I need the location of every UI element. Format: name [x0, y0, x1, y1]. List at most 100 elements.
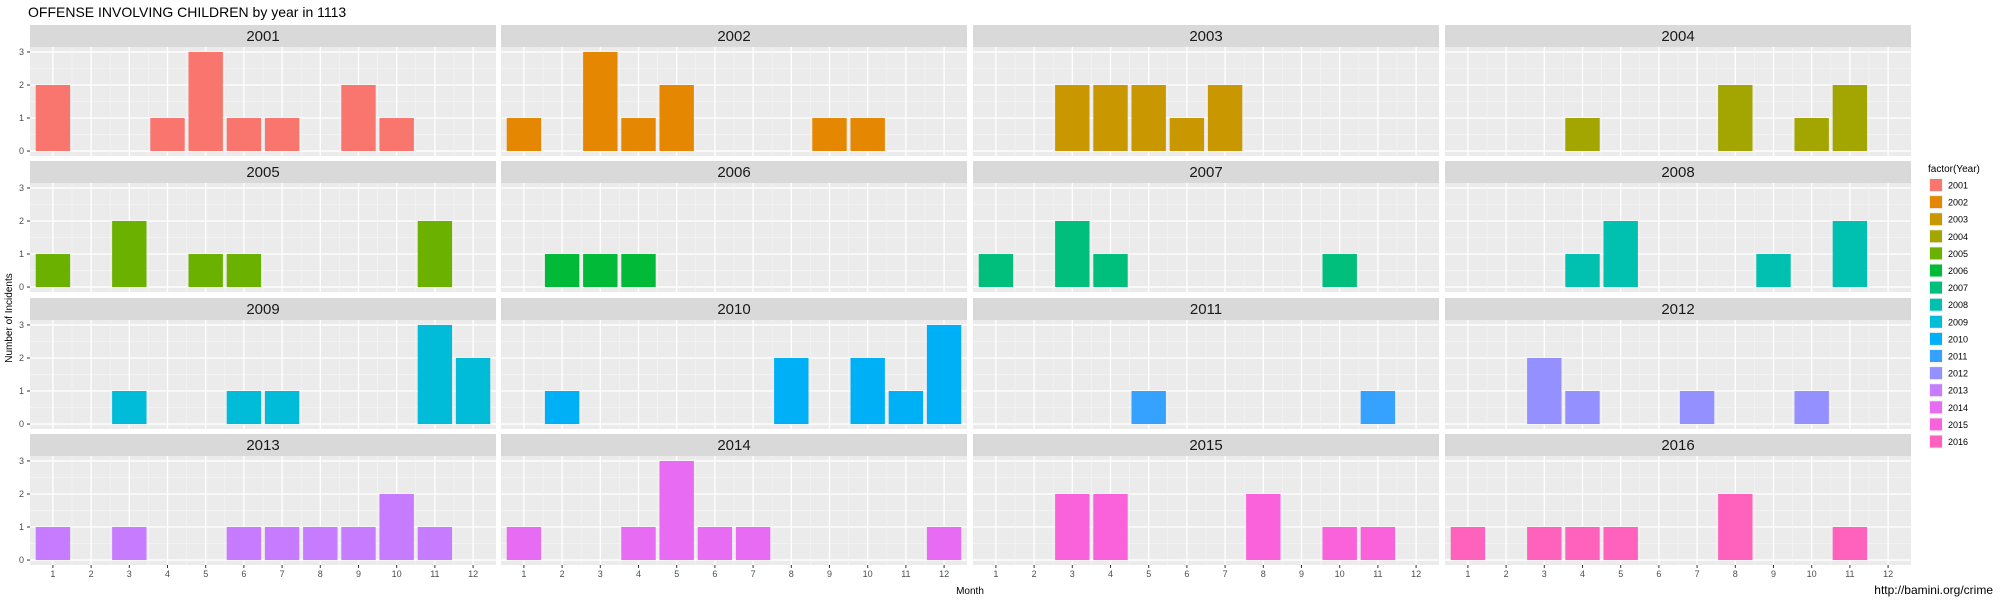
facet-strip [973, 434, 1439, 456]
x-tick-label: 9 [1299, 569, 1304, 579]
x-tick-label: 1 [521, 569, 526, 579]
bar-2007-month-10 [1322, 254, 1357, 288]
facet-strip [973, 25, 1439, 47]
bar-2013-month-8 [303, 527, 338, 561]
legend-swatch [1930, 281, 1942, 294]
y-tick-label: 2 [19, 353, 24, 363]
legend-label: 2010 [1948, 334, 1968, 344]
bar-2016-month-8 [1718, 493, 1753, 561]
bar-2014-month-6 [697, 527, 733, 561]
x-tick-label: 11 [1845, 569, 1854, 579]
x-tick-label: 8 [789, 569, 794, 579]
legend-label: 2015 [1948, 420, 1968, 430]
x-tick-label: 7 [751, 569, 756, 579]
x-tick-label: 9 [356, 569, 361, 579]
bar-2003-month-6 [1169, 118, 1205, 152]
facet-panel-2001: 2001 0 1 2 3 [19, 25, 496, 156]
y-tick-label: 3 [19, 47, 24, 57]
legend-item-2014: 2014 [1929, 400, 1968, 415]
legend-item-2001: 2001 [1929, 178, 1968, 192]
bar-2001-month-6 [226, 118, 262, 152]
bar-2001-month-7 [264, 118, 300, 152]
bar-2016-month-11 [1832, 527, 1868, 561]
y-tick-label: 1 [19, 522, 24, 532]
legend-swatch [1930, 264, 1942, 277]
legend-label: 2008 [1948, 300, 1968, 310]
bar-2001-month-9 [341, 84, 376, 152]
bar-2011-month-11 [1360, 391, 1396, 425]
x-tick-label: 6 [241, 569, 246, 579]
bar-2003-month-4 [1093, 84, 1128, 152]
facet-panel-2004: 2004 [1445, 25, 1911, 156]
x-axis-label: Month [956, 586, 984, 597]
facet-strip [1445, 161, 1911, 183]
y-tick-label: 1 [19, 113, 24, 123]
legend-label: 2001 [1948, 181, 1968, 191]
x-tick-label: 3 [1070, 569, 1075, 579]
x-tick-label: 12 [1411, 569, 1421, 579]
bar-2011-month-5 [1131, 391, 1166, 425]
legend-swatch [1930, 401, 1942, 414]
bar-2012-month-7 [1679, 391, 1715, 425]
x-tick-label: 5 [1618, 569, 1623, 579]
legend-item-2008: 2008 [1929, 297, 1968, 312]
bar-2013-month-10 [379, 493, 414, 561]
legend-swatch [1930, 332, 1942, 345]
facet-strip [501, 25, 967, 47]
x-tick-label: 7 [280, 569, 285, 579]
legend-label: 2014 [1948, 403, 1968, 413]
bar-2010-month-12 [926, 324, 962, 425]
y-tick-label: 2 [19, 80, 24, 90]
legend-swatch [1930, 350, 1942, 362]
x-tick-label: 6 [1656, 569, 1661, 579]
bar-2015-month-3 [1055, 493, 1090, 561]
facet-strip-label: 2003 [1189, 28, 1222, 45]
facet-strip-label: 2010 [717, 301, 750, 318]
facet-strip-label: 2016 [1661, 437, 1694, 454]
facet-panel-2005: 2005 0 1 2 3 [19, 161, 496, 292]
legend-label: 2016 [1948, 437, 1968, 447]
x-tick-label: 9 [827, 569, 832, 579]
facet-strip [30, 25, 496, 47]
facet-strip [973, 161, 1439, 183]
facet-strip-label: 2008 [1661, 164, 1694, 181]
legend-swatch [1930, 384, 1942, 397]
bar-2001-month-1 [35, 84, 71, 152]
x-tick-label: 10 [392, 569, 402, 579]
bar-2002-month-1 [506, 118, 542, 152]
legend-item-2007: 2007 [1929, 280, 1968, 295]
facet-strip [501, 434, 967, 456]
bar-2013-month-6 [226, 527, 262, 561]
facet-strip [973, 298, 1439, 320]
bar-2005-month-6 [226, 254, 262, 288]
facet-strip [501, 161, 967, 183]
legend-item-2002: 2002 [1929, 195, 1968, 210]
facet-strip-label: 2013 [246, 437, 279, 454]
legend-item-2013: 2013 [1929, 383, 1968, 398]
bar-2010-month-2 [544, 391, 580, 425]
facet-panel-2003: 2003 [973, 25, 1439, 156]
legend-item-2011: 2011 [1929, 349, 1967, 363]
bar-2003-month-7 [1207, 84, 1243, 152]
bar-2006-month-2 [544, 254, 580, 288]
y-tick-label: 1 [19, 386, 24, 396]
bar-2010-month-10 [850, 357, 885, 425]
legend-label: 2006 [1948, 266, 1968, 276]
x-tick-label: 4 [636, 569, 641, 579]
x-tick-label: 4 [165, 569, 170, 579]
legend-swatch [1930, 179, 1942, 191]
bar-2008-month-4 [1565, 254, 1600, 288]
bar-2005-month-3 [112, 220, 147, 288]
bar-2016-month-5 [1603, 527, 1638, 561]
legend-label: 2011 [1948, 352, 1967, 362]
y-tick-label: 0 [19, 146, 24, 156]
x-tick-label: 5 [1146, 569, 1151, 579]
bar-2001-month-10 [379, 118, 414, 152]
y-tick-label: 0 [19, 419, 24, 429]
facet-strip-label: 2006 [717, 164, 750, 181]
